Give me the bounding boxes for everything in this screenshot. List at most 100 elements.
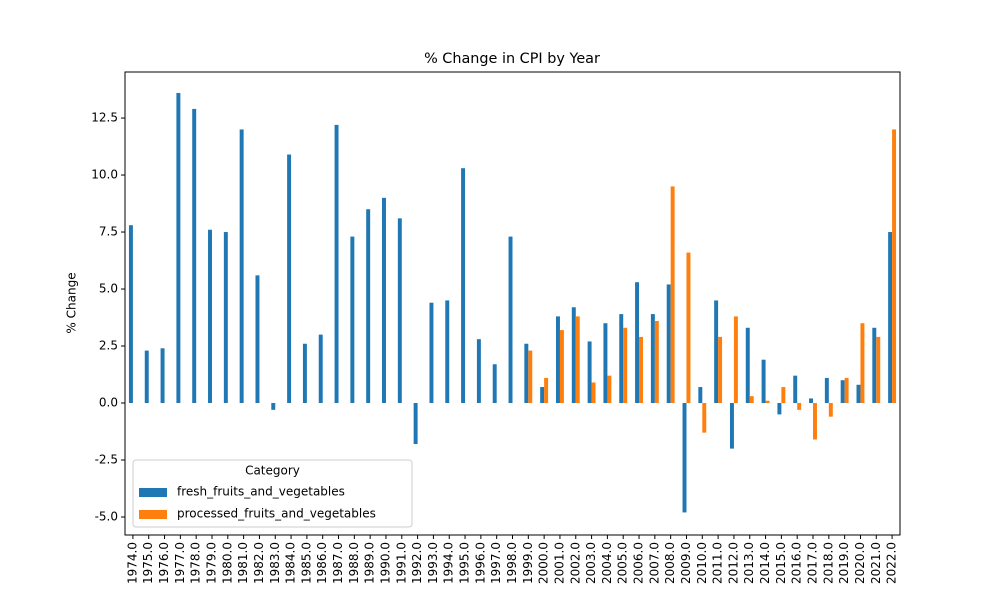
x-tick-label: 2010.0: [695, 542, 709, 584]
x-tick-label: 2009.0: [679, 542, 693, 584]
x-tick-label: 1988.0: [347, 542, 361, 584]
bar: [571, 307, 576, 404]
bar: [555, 316, 560, 404]
bar: [591, 382, 596, 404]
x-tick-label: 1994.0: [442, 542, 456, 584]
bar: [587, 341, 592, 404]
legend-swatch: [139, 488, 167, 497]
bar: [413, 403, 418, 445]
bar: [872, 327, 877, 404]
bar: [733, 316, 738, 404]
x-tick-label: 2003.0: [584, 542, 598, 584]
bar: [828, 403, 833, 417]
bar: [860, 323, 865, 404]
x-tick-label: 2021.0: [869, 542, 883, 584]
x-tick-label: 2011.0: [711, 542, 725, 584]
x-tick-label: 1996.0: [473, 542, 487, 584]
y-tick-label: 10.0: [91, 168, 118, 182]
bar: [255, 275, 260, 404]
bar: [761, 359, 766, 404]
bar: [528, 350, 533, 404]
x-tick-label: 1980.0: [220, 542, 234, 584]
bar: [607, 375, 612, 404]
chart-title: % Change in CPI by Year: [424, 51, 600, 67]
bar: [682, 403, 687, 513]
bar: [809, 398, 814, 404]
bar: [287, 154, 292, 404]
x-tick-label: 1987.0: [331, 542, 345, 584]
bar: [793, 375, 798, 404]
x-tick-label: 2004.0: [600, 542, 614, 584]
x-tick-label: 2007.0: [647, 542, 661, 584]
x-tick-label: 2015.0: [774, 542, 788, 584]
x-tick-label: 1992.0: [410, 542, 424, 584]
bar: [271, 403, 276, 410]
legend-label: processed_fruits_and_vegetables: [177, 507, 376, 521]
bar: [654, 320, 659, 404]
bar: [524, 343, 529, 404]
bar: [892, 129, 897, 404]
y-tick-label: 2.5: [99, 339, 118, 353]
bar: [666, 284, 671, 404]
y-tick-label: 7.5: [99, 225, 118, 239]
x-tick-label: 2022.0: [885, 542, 899, 584]
bar: [492, 364, 497, 404]
bar: [702, 403, 707, 433]
y-tick-label: -5.0: [95, 509, 118, 523]
bar: [461, 168, 466, 404]
bar: [223, 232, 228, 404]
x-tick-label: 1981.0: [236, 542, 250, 584]
bar: [128, 225, 133, 404]
x-tick-label: 1984.0: [284, 542, 298, 584]
y-axis-label: % Change: [65, 272, 79, 333]
bar: [650, 314, 655, 404]
x-tick-label: 1997.0: [489, 542, 503, 584]
bar: [575, 316, 580, 404]
x-tick-label: 1982.0: [252, 542, 266, 584]
x-tick-label: 1985.0: [299, 542, 313, 584]
bar: [540, 387, 545, 404]
plot-frame: [124, 71, 901, 536]
bar: [639, 336, 643, 404]
bar: [745, 327, 750, 404]
bar: [856, 384, 861, 404]
bar: [476, 339, 481, 404]
x-tick-label: 2013.0: [742, 542, 756, 584]
x-tick-label: 2002.0: [568, 542, 582, 584]
x-tick-label: 1974.0: [125, 542, 139, 584]
x-tick-label: 1991.0: [394, 542, 408, 584]
x-tick-label: 2008.0: [663, 542, 677, 584]
bar: [824, 377, 829, 404]
bar: [603, 323, 608, 404]
legend-title: Category: [245, 464, 300, 478]
x-tick-label: 1977.0: [173, 542, 187, 584]
x-tick-label: 1978.0: [189, 542, 203, 584]
legend-box: [132, 459, 413, 528]
x-tick-label: 1986.0: [315, 542, 329, 584]
bar: [160, 348, 165, 404]
bar: [729, 403, 734, 449]
bar: [749, 396, 754, 404]
bar: [777, 403, 782, 415]
x-tick-label: 1995.0: [458, 542, 472, 584]
bar: [718, 336, 723, 404]
bar: [888, 232, 893, 404]
x-tick-label: 2006.0: [632, 542, 646, 584]
bar: [619, 314, 624, 404]
legend-label: fresh_fruits_and_vegetables: [177, 485, 345, 499]
bar: [302, 343, 307, 404]
x-tick-label: 1999.0: [521, 542, 535, 584]
bar: [797, 403, 802, 410]
legend-swatch: [139, 510, 167, 519]
x-tick-label: 1993.0: [426, 542, 440, 584]
bar: [508, 236, 513, 404]
x-tick-label: 2000.0: [537, 542, 551, 584]
bar: [192, 108, 197, 404]
bar: [698, 387, 703, 404]
x-tick-label: 2019.0: [837, 542, 851, 584]
x-tick-label: 1998.0: [505, 542, 519, 584]
bar: [208, 229, 212, 404]
bar: [429, 302, 434, 404]
x-tick-label: 1976.0: [157, 542, 171, 584]
